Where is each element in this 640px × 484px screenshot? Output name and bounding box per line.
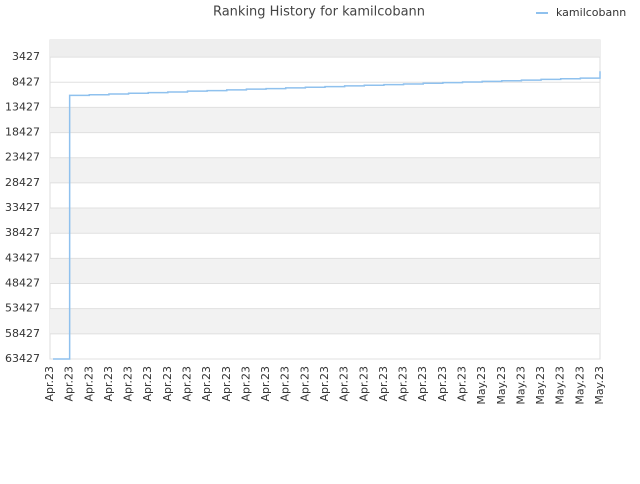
x-tick-label: May.23 [593,366,606,405]
y-tick-label: 58427 [5,327,40,340]
x-tick-label: May.23 [495,366,508,405]
x-tick-label: Apr.23 [181,366,194,402]
data-line [53,71,601,360]
x-tick-label: Apr.23 [239,366,252,402]
grid-band [50,40,600,58]
y-tick-label: 43427 [5,251,40,264]
x-tick-label: May.23 [554,366,567,405]
y-tick-label: 38427 [5,226,40,239]
y-tick-label: 3427 [12,50,40,63]
x-tick-label: May.23 [534,366,547,405]
y-tick-label: 8427 [12,75,40,88]
y-tick-label: 53427 [5,302,40,315]
x-tick-label: Apr.23 [456,366,469,402]
x-tick-label: Apr.23 [377,366,390,402]
x-tick-label: Apr.23 [141,366,154,402]
x-tick-label: Apr.23 [338,366,351,402]
x-tick-label: Apr.23 [220,366,233,402]
x-tick-label: Apr.23 [161,366,174,402]
y-tick-label: 48427 [5,277,40,290]
x-tick-label: Apr.23 [416,366,429,402]
x-tick-label: Apr.23 [357,366,370,402]
y-tick-label: 18427 [5,126,40,139]
x-tick-label: Apr.23 [318,366,331,402]
x-tick-label: Apr.23 [279,366,292,402]
x-tick-label: Apr.23 [122,366,135,402]
x-tick-label: Apr.23 [102,366,115,402]
grid-band [50,308,600,334]
y-tick-label: 33427 [5,201,40,214]
x-tick-label: Apr.23 [200,366,213,402]
y-tick-label: 28427 [5,176,40,189]
x-tick-label: Apr.23 [259,366,272,402]
chart-title: Ranking History for kamilcobann [213,5,425,20]
grid-band [50,258,600,284]
grid-band [50,157,600,183]
y-tick-label: 63427 [5,352,40,365]
x-tick-label: Apr.23 [63,366,76,402]
x-tick-label: Apr.23 [43,366,56,402]
x-tick-label: Apr.23 [397,366,410,402]
grid-band [50,107,600,133]
x-tick-label: Apr.23 [298,366,311,402]
x-tick-label: May.23 [475,366,488,405]
legend-label: kamilcobann [556,6,626,19]
x-tick-label: May.23 [514,366,527,405]
x-tick-label: Apr.23 [82,366,95,402]
y-tick-label: 13427 [5,100,40,113]
x-tick-label: May.23 [573,366,586,405]
grid-band [50,208,600,234]
y-tick-label: 23427 [5,151,40,164]
x-tick-label: Apr.23 [436,366,449,402]
